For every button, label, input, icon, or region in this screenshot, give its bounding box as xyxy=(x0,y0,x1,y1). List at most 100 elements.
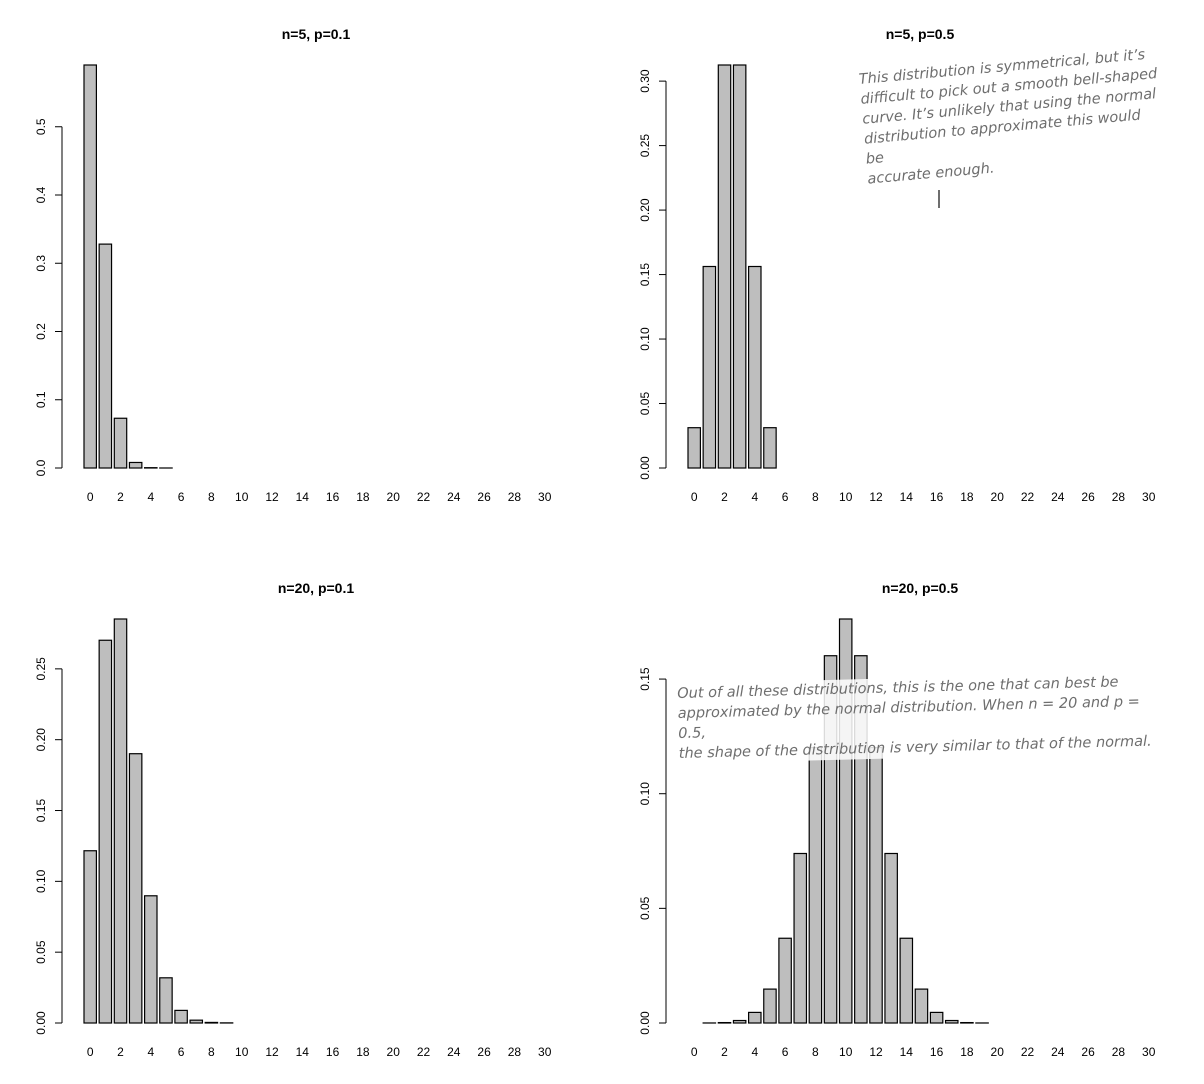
x-tick-label-20: 20 xyxy=(387,1045,401,1059)
x-tick-label-2: 2 xyxy=(117,490,124,504)
x-tick-label-24: 24 xyxy=(447,1045,461,1059)
x-tick-label-14: 14 xyxy=(900,1045,914,1059)
x-tick-label-30: 30 xyxy=(1142,1045,1156,1059)
bar-x1 xyxy=(98,639,113,1024)
x-tick-label-16: 16 xyxy=(326,1045,340,1059)
x-tick-label-4: 4 xyxy=(751,490,758,504)
bar-x3 xyxy=(128,461,143,469)
chart-panel-2: n=5, p=0.50 2 4 6 8 10 12 14 16 18 20 22 24 26 28 300.0… xyxy=(638,26,1156,504)
bar-x2 xyxy=(113,417,128,469)
bar-x6 xyxy=(778,937,792,1024)
chart-title: n=5, p=0.5 xyxy=(886,26,955,42)
x-tick-label-10: 10 xyxy=(235,490,249,504)
y-tick-label-0.0: 0.0 xyxy=(34,459,48,476)
annotation-normal-approx-note: Out of all these distributions, this is … xyxy=(677,671,1169,764)
y-tick-label-0.4: 0.4 xyxy=(34,186,48,203)
x-tick-label-0: 0 xyxy=(691,1045,698,1059)
bar-x16 xyxy=(929,1011,944,1024)
x-tick-label-30: 30 xyxy=(1142,490,1156,504)
x-tick-label-26: 26 xyxy=(477,1045,491,1059)
bar-x0 xyxy=(687,427,701,469)
annotation-pointer-mark xyxy=(938,190,940,208)
x-tick-label-10: 10 xyxy=(839,490,853,504)
y-tick-label-0.15: 0.15 xyxy=(34,799,48,823)
x-tick-label-30: 30 xyxy=(538,490,552,504)
x-tick-label-26: 26 xyxy=(1081,1045,1095,1059)
x-tick-label-4: 4 xyxy=(147,1045,154,1059)
x-tick-label-12: 12 xyxy=(265,490,279,504)
x-tick-label-12: 12 xyxy=(869,490,883,504)
y-tick-label-0.20: 0.20 xyxy=(34,728,48,752)
bar-x12 xyxy=(869,746,883,1024)
x-tick-label-8: 8 xyxy=(208,1045,215,1059)
bar-x0 xyxy=(83,850,97,1024)
bar-x3 xyxy=(732,1019,747,1024)
x-tick-label-22: 22 xyxy=(1021,1045,1035,1059)
bar-x5 xyxy=(159,977,173,1024)
x-tick-label-12: 12 xyxy=(869,1045,883,1059)
bar-x4 xyxy=(747,265,762,469)
x-tick-label-14: 14 xyxy=(900,490,914,504)
x-tick-label-26: 26 xyxy=(1081,490,1095,504)
bar-x2 xyxy=(113,618,128,1024)
bar-x0 xyxy=(83,64,97,469)
x-tick-label-6: 6 xyxy=(178,490,185,504)
x-tick-label-28: 28 xyxy=(508,490,522,504)
bar-x1 xyxy=(98,243,113,469)
chart-panel-4: n=20, p=0.50 2 4 6 8 10 12 14 16 18 20 22 24 26 28 300.… xyxy=(638,580,1156,1059)
x-tick-label-6: 6 xyxy=(782,1045,789,1059)
x-tick-label-8: 8 xyxy=(812,1045,819,1059)
x-tick-label-6: 6 xyxy=(782,490,789,504)
bar-x15 xyxy=(914,988,929,1024)
y-tick-label-0.20: 0.20 xyxy=(638,198,652,222)
y-tick-label-0.00: 0.00 xyxy=(638,456,652,480)
x-tick-label-28: 28 xyxy=(1112,1045,1126,1059)
x-tick-label-8: 8 xyxy=(208,490,215,504)
bar-x6 xyxy=(174,1009,188,1024)
bar-x7 xyxy=(793,852,808,1024)
x-tick-label-24: 24 xyxy=(447,490,461,504)
x-tick-label-18: 18 xyxy=(356,1045,370,1059)
x-tick-label-10: 10 xyxy=(235,1045,249,1059)
bar-x14 xyxy=(899,937,914,1024)
x-tick-label-2: 2 xyxy=(721,1045,728,1059)
x-tick-label-10: 10 xyxy=(839,1045,853,1059)
chart-panel-3: n=20, p=0.10 2 4 6 8 10 12 14 16 18 20 22 24 26 28 300.… xyxy=(34,580,552,1059)
x-tick-label-22: 22 xyxy=(417,490,431,504)
x-tick-label-22: 22 xyxy=(1021,490,1035,504)
x-tick-label-16: 16 xyxy=(930,490,944,504)
chart-title: n=20, p=0.1 xyxy=(278,580,354,596)
bar-x3 xyxy=(732,64,747,469)
x-tick-label-18: 18 xyxy=(356,490,370,504)
x-tick-label-2: 2 xyxy=(721,490,728,504)
y-tick-label-0.00: 0.00 xyxy=(638,1011,652,1035)
bar-x5 xyxy=(763,427,777,469)
y-tick-label-0.15: 0.15 xyxy=(638,667,652,691)
bar-x7 xyxy=(189,1019,204,1024)
x-tick-label-28: 28 xyxy=(508,1045,522,1059)
y-tick-label-0.30: 0.30 xyxy=(638,69,652,93)
y-tick-label-0.10: 0.10 xyxy=(638,327,652,351)
x-tick-label-8: 8 xyxy=(812,490,819,504)
x-tick-label-4: 4 xyxy=(751,1045,758,1059)
y-tick-label-0.10: 0.10 xyxy=(34,869,48,893)
x-tick-label-30: 30 xyxy=(538,1045,552,1059)
x-tick-label-16: 16 xyxy=(930,1045,944,1059)
y-tick-label-0.15: 0.15 xyxy=(638,263,652,287)
bar-x17 xyxy=(944,1019,959,1024)
y-tick-label-0.05: 0.05 xyxy=(34,940,48,964)
bar-x1 xyxy=(702,265,717,469)
x-tick-label-18: 18 xyxy=(960,490,974,504)
x-tick-label-16: 16 xyxy=(326,490,340,504)
x-tick-label-14: 14 xyxy=(296,1045,310,1059)
y-tick-label-0.00: 0.00 xyxy=(34,1011,48,1035)
x-tick-label-20: 20 xyxy=(991,490,1005,504)
y-tick-label-0.05: 0.05 xyxy=(638,896,652,920)
x-tick-label-22: 22 xyxy=(417,1045,431,1059)
x-tick-label-0: 0 xyxy=(691,490,698,504)
chart-title: n=5, p=0.1 xyxy=(282,26,351,42)
bar-x3 xyxy=(128,753,143,1024)
y-tick-label-0.25: 0.25 xyxy=(638,134,652,158)
chart-title: n=20, p=0.5 xyxy=(882,580,958,596)
x-tick-label-28: 28 xyxy=(1112,490,1126,504)
